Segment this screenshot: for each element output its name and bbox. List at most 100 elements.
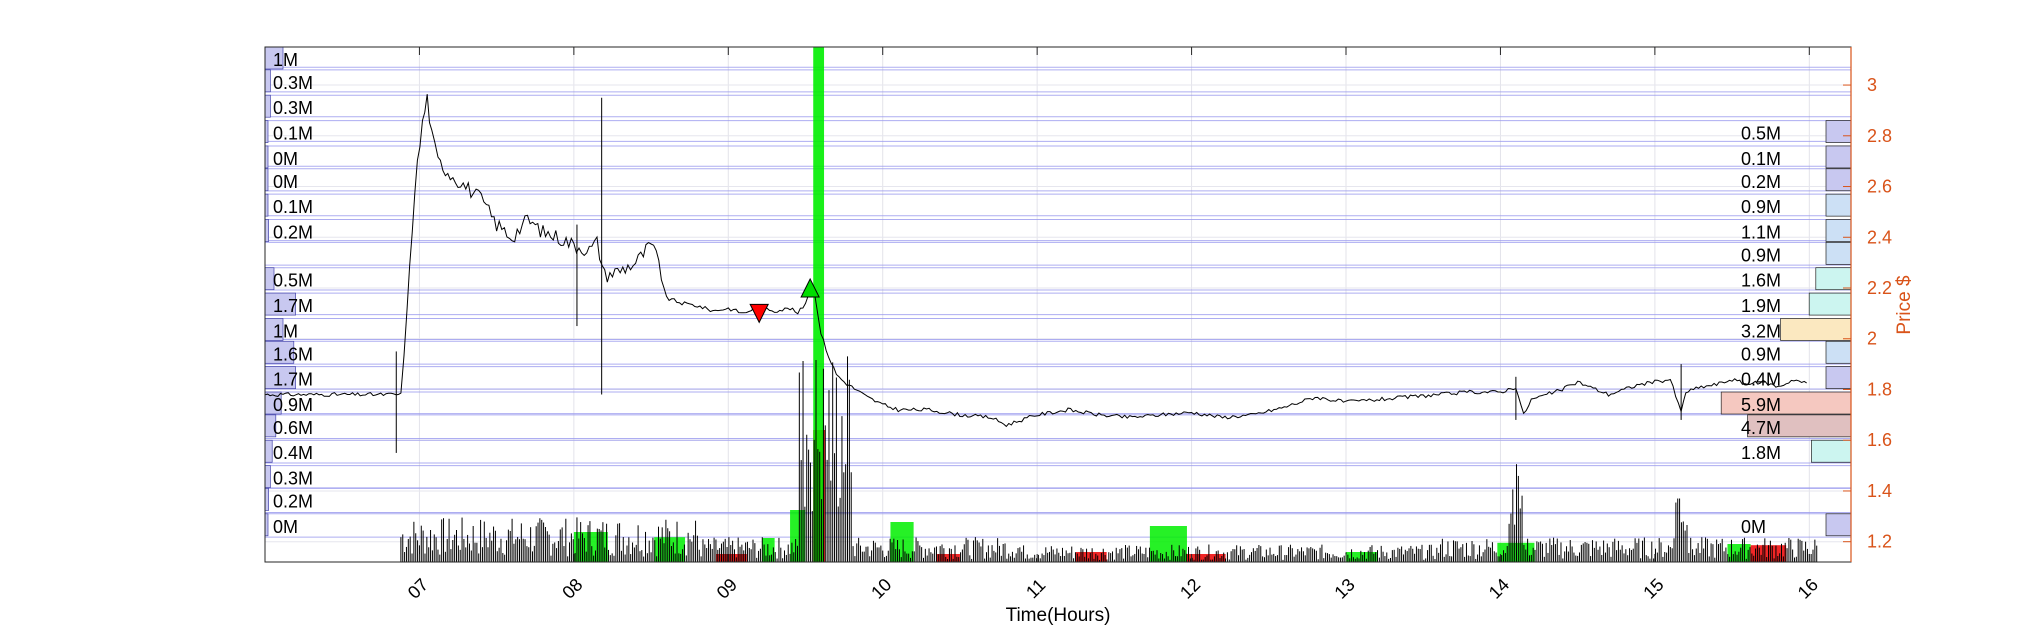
right-profile-bar (1825, 513, 1852, 537)
right-profile-label: 0.9M (1741, 344, 1781, 364)
buy-marker (800, 277, 820, 298)
right-profile-label: 1.6M (1741, 271, 1781, 291)
right-profile-label: 0.4M (1741, 370, 1781, 390)
right-profile-label: 0.1M (1741, 149, 1781, 169)
y-axis-title: Price $ (1894, 275, 1915, 335)
left-profile-label: 1.7M (273, 370, 313, 390)
y-tick-label: 2.6 (1867, 177, 1892, 197)
volume-profile-lines (265, 46, 1851, 563)
left-profile-label: 0.3M (273, 469, 313, 489)
right-profile-bar (1808, 292, 1852, 316)
volume-bar-red (1186, 554, 1226, 562)
x-tick-label: 07 (404, 574, 432, 602)
y-tick-label: 2.4 (1867, 227, 1892, 247)
right-profile-bar (1825, 219, 1852, 242)
volume-bar-green (1149, 526, 1187, 562)
volume-bar-green (1346, 552, 1377, 562)
volume-bar-red (715, 554, 747, 562)
right-profile-label: 3.2M (1741, 321, 1781, 341)
left-profile-label: 0.1M (273, 197, 313, 217)
sell-marker (749, 303, 769, 324)
left-profile-bar (264, 69, 271, 93)
y-axis-ticks: 1.2 1.4 1.6 1.8 2 2.2 2.4 2.6 2.8 3 (1843, 47, 1892, 562)
x-tick-label: 10 (867, 574, 895, 602)
right-volume-profile: 0.5M0.1M0.2M0.9M1.1M0.9M1.6M1.9M3.2M0.9M… (1720, 120, 1852, 537)
volume-bar-green-spike (813, 47, 825, 562)
right-profile-bar (1825, 120, 1852, 143)
right-profile-bar (1780, 318, 1852, 341)
volume-bar-green (1497, 542, 1535, 562)
left-profile-label: 1M (273, 321, 298, 341)
left-profile-label: 0M (273, 172, 298, 192)
x-tick-label: 14 (1485, 574, 1513, 602)
x-tick-label: 09 (713, 574, 741, 602)
right-profile-bar (1815, 267, 1852, 291)
x-axis-ticks: 07 08 09 10 11 12 13 14 15 16 (404, 47, 1822, 603)
left-profile-label: 0M (273, 517, 298, 537)
right-profile-bar (1825, 340, 1852, 364)
left-profile-label: 0.3M (273, 98, 313, 118)
right-profile-label: 1.9M (1741, 296, 1781, 316)
y-tick-label: 2 (1867, 329, 1877, 349)
x-axis-title: Time(Hours) (1006, 605, 1111, 625)
volume-ticks (400, 356, 1818, 562)
right-profile-label: 1.8M (1741, 443, 1781, 463)
right-profile-bar (1825, 168, 1852, 192)
left-profile-bar (264, 439, 273, 463)
volume-bar-red (936, 554, 960, 562)
left-profile-bar (264, 219, 269, 242)
volume-bars (400, 47, 1818, 562)
left-profile-label: 0.4M (273, 443, 313, 463)
left-profile-label: 1.7M (273, 296, 313, 316)
x-tick-label: 08 (558, 574, 586, 602)
trade-markers (749, 277, 820, 324)
right-profile-label: 0.9M (1741, 197, 1781, 217)
x-tick-label: 16 (1794, 574, 1822, 602)
price-line (264, 94, 1807, 453)
right-profile-bar (1825, 366, 1852, 390)
y-tick-label: 2.8 (1867, 126, 1892, 146)
left-profile-label: 0M (273, 149, 298, 169)
volume-bar-green (573, 532, 608, 562)
right-profile-label: 5.9M (1741, 395, 1781, 415)
right-profile-label: 0M (1741, 517, 1766, 537)
y-tick-label: 1.6 (1867, 430, 1892, 450)
left-profile-label: 0.3M (273, 73, 313, 93)
plot-frame (264, 46, 1852, 563)
left-profile-bar (264, 488, 269, 511)
right-profile-label: 1.1M (1741, 223, 1781, 243)
left-profile-label: 0.2M (273, 491, 313, 511)
left-profile-label: 1.6M (273, 344, 313, 364)
y-tick-label: 2.2 (1867, 278, 1892, 298)
left-profile-label: 0.6M (273, 418, 313, 438)
right-profile-label: 0.2M (1741, 172, 1781, 192)
x-tick-label: 15 (1639, 574, 1667, 602)
right-profile-label: 0.5M (1741, 124, 1781, 144)
x-tick-label: 12 (1176, 574, 1204, 602)
left-profile-bar (264, 94, 271, 118)
right-profile-bar (1825, 241, 1852, 265)
y-tick-label: 1.4 (1867, 481, 1892, 501)
grid-lines (265, 47, 1851, 562)
y-tick-label: 1.8 (1867, 379, 1892, 399)
right-profile-bar (1825, 145, 1852, 169)
left-profile-label: 0.1M (273, 124, 313, 144)
right-profile-label: 0.9M (1741, 245, 1781, 265)
volume-bar-red (1075, 552, 1107, 562)
right-profile-bar (1825, 193, 1852, 217)
left-profile-label: 0.2M (273, 223, 313, 243)
left-profile-label: 0.5M (273, 271, 313, 291)
price-path (264, 94, 1807, 428)
y-tick-label: 1.2 (1867, 532, 1892, 552)
x-tick-label: 11 (1022, 575, 1049, 602)
left-profile-bar (264, 465, 271, 488)
right-profile-label: 4.7M (1741, 418, 1781, 438)
x-tick-label: 13 (1330, 574, 1358, 602)
left-profile-label: 0.9M (273, 395, 313, 415)
left-volume-profile: 1M 0.3M 0.3M 0.1M 0M 0M 0.1M 0.2M 0.5M 1.7M 1M 1.6M… (264, 46, 313, 537)
left-profile-label: 1M (273, 50, 298, 70)
right-profile-bar (1811, 439, 1852, 463)
volume-bar-green (890, 522, 914, 562)
y-tick-label: 3 (1867, 75, 1877, 95)
